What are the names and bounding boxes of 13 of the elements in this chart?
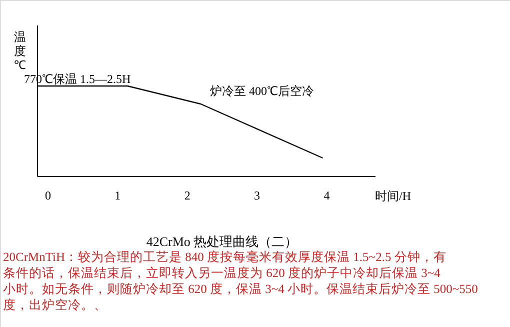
text: 20CrMnTiH：较为合理的工艺是 840 度按每毫米有效厚度保温 1.5~2.5 分钟，有 (3, 249, 446, 264)
x-tick-label: 3 (254, 188, 260, 202)
text: 小时。如无条件，则随炉冷却至 620 度，保温 3~4 小时。保温结束后炉冷至 500~550 (3, 281, 478, 296)
x-tick-label: 2 (184, 188, 190, 202)
text: 42CrMo 热处理曲线（二） (146, 234, 298, 249)
x-tick-label: 0 (44, 188, 51, 202)
x-axis-title: 时间/H (375, 189, 412, 203)
text: 度，出炉空冷。、 (3, 297, 107, 312)
annotation: 炉冷至 400℃后空冷 (210, 84, 314, 98)
x-tick-label: 1 (114, 188, 121, 202)
y-axis-title: 温度℃ (14, 30, 26, 72)
x-tick-label: 4 (324, 188, 330, 202)
text: 条件的话，保温结束后，立即转入另一温度为 620 度的炉子中冷却后保温 3~4 (3, 265, 442, 280)
